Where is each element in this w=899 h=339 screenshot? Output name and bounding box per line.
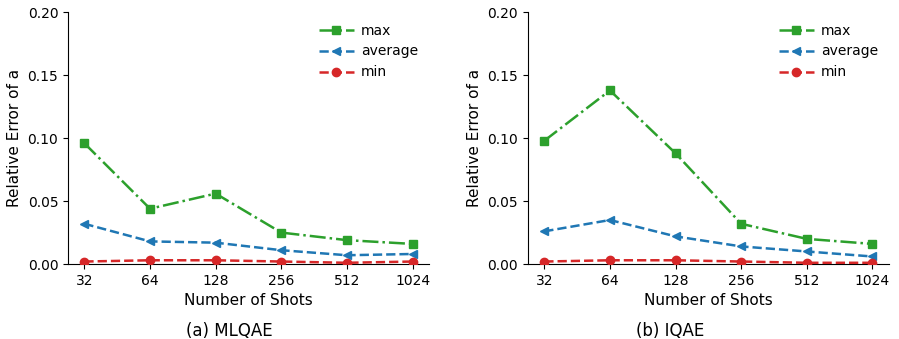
max <box>276 231 287 235</box>
X-axis label: Number of Shots: Number of Shots <box>644 293 773 308</box>
X-axis label: Number of Shots: Number of Shots <box>184 293 313 308</box>
Line: average: average <box>540 216 877 261</box>
min <box>342 261 352 265</box>
min <box>801 261 812 265</box>
average <box>867 255 877 259</box>
average <box>539 229 549 233</box>
Legend: max, average, min: max, average, min <box>315 19 422 84</box>
min <box>210 258 221 262</box>
Legend: max, average, min: max, average, min <box>775 19 882 84</box>
Text: (a) MLQAE: (a) MLQAE <box>186 322 272 339</box>
min <box>867 261 877 265</box>
average <box>210 241 221 245</box>
max <box>604 88 615 93</box>
average <box>145 239 156 243</box>
average <box>342 253 352 257</box>
Line: average: average <box>80 220 417 259</box>
average <box>735 244 746 248</box>
max <box>867 242 877 246</box>
max <box>407 242 418 246</box>
Line: min: min <box>80 256 417 267</box>
min <box>79 259 90 263</box>
max <box>801 237 812 241</box>
max <box>210 192 221 196</box>
max <box>145 207 156 211</box>
max <box>79 141 90 145</box>
max <box>670 151 681 155</box>
average <box>276 248 287 252</box>
average <box>79 222 90 226</box>
Line: min: min <box>540 256 877 267</box>
average <box>604 218 615 222</box>
min <box>276 259 287 263</box>
average <box>801 250 812 254</box>
Line: max: max <box>540 86 877 248</box>
min <box>735 259 746 263</box>
Y-axis label: Relative Error of a: Relative Error of a <box>467 69 482 207</box>
min <box>539 259 549 263</box>
min <box>670 258 681 262</box>
Line: max: max <box>80 139 417 248</box>
max <box>539 139 549 143</box>
Text: (b) IQAE: (b) IQAE <box>636 322 704 339</box>
max <box>342 238 352 242</box>
max <box>735 222 746 226</box>
min <box>604 258 615 262</box>
min <box>145 258 156 262</box>
average <box>670 234 681 238</box>
min <box>407 259 418 263</box>
average <box>407 252 418 256</box>
Y-axis label: Relative Error of a: Relative Error of a <box>7 69 22 207</box>
